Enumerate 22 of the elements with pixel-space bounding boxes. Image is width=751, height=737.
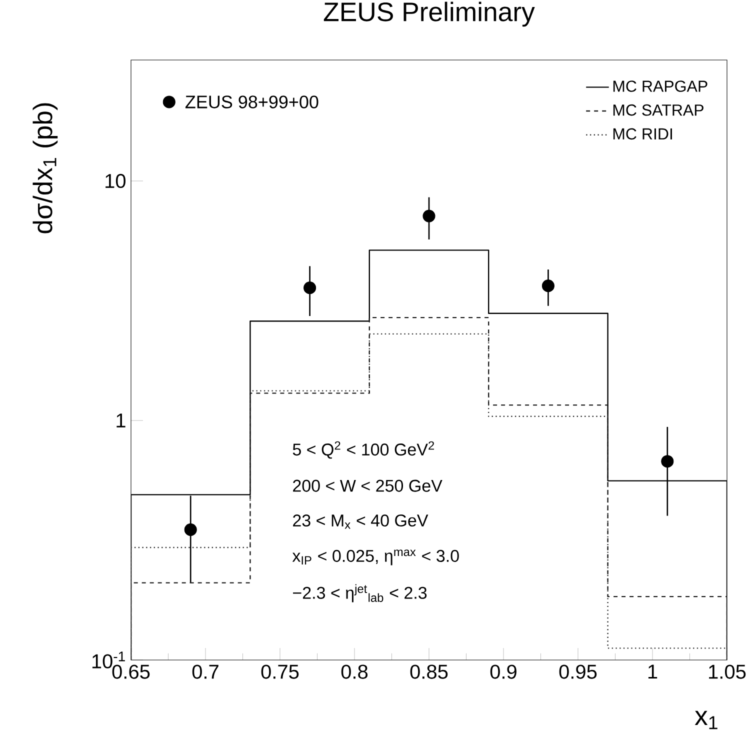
annotation: 200 < W < 250 GeV bbox=[293, 480, 442, 492]
x-tick-label: 0.85 bbox=[410, 664, 448, 679]
x-tick-label: 0.7 bbox=[192, 664, 218, 679]
y-axis-title: dσ/dx$_{1}$ (pb) bbox=[32, 103, 58, 234]
x-tick-label: 1 bbox=[648, 664, 658, 678]
annotation: 5 < Q$^{2}$ < 100 GeV$^{2}$ bbox=[292, 441, 434, 459]
chart-title: ZEUS Preliminary bbox=[324, 2, 535, 27]
y-tick-label: 10 bbox=[106, 174, 126, 188]
legend-label: MC SATRAP bbox=[613, 104, 704, 116]
x-tick-label: 0.95 bbox=[559, 664, 597, 679]
x-tick-label: 0.9 bbox=[490, 664, 516, 679]
x-tick-label: 1.05 bbox=[709, 664, 746, 679]
x-tick-label: 0.75 bbox=[261, 664, 299, 679]
annotation: 23 < M$_{x}$ < 40 GeV bbox=[293, 514, 428, 529]
x-axis-title: x$_{1}$ bbox=[694, 710, 718, 730]
legend-label: MC RIDI bbox=[613, 128, 672, 140]
annotation: x$_{IP}$ < 0.025, η$^{max}$ < 3.0 bbox=[292, 550, 459, 566]
y-tick-label: 1 bbox=[116, 414, 126, 428]
legend-label: ZEUS 98+99+00 bbox=[185, 96, 318, 108]
x-tick-label: 0.8 bbox=[341, 664, 368, 679]
legend-label: MC RAPGAP bbox=[613, 80, 708, 92]
annotation: −2.3 < η$^{jet}$$_{lab}$ < 2.3 bbox=[293, 584, 427, 602]
